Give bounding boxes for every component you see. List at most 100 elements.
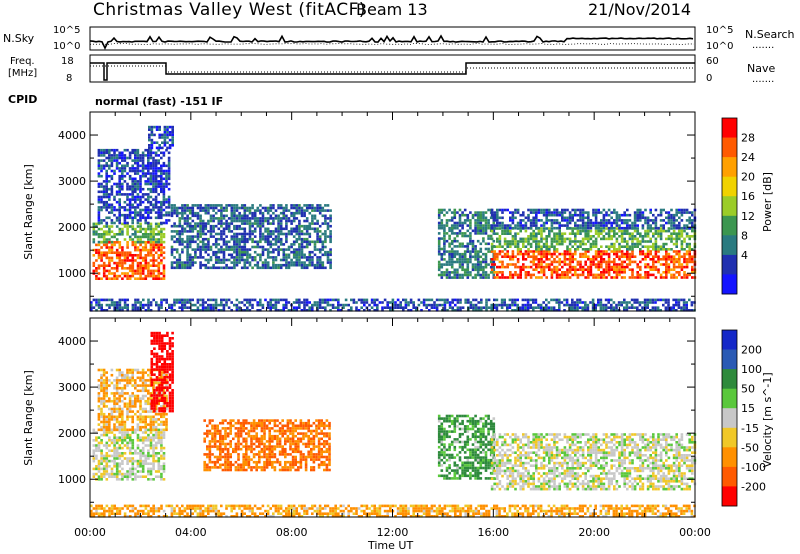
heatmap-cell (659, 258, 663, 261)
heatmap-cell (102, 444, 106, 447)
heatmap-cell (579, 208, 582, 212)
heatmap-cell (440, 237, 444, 240)
heatmap-cell (691, 227, 694, 230)
heatmap-cell (641, 216, 645, 220)
heatmap-cell (152, 182, 155, 186)
heatmap-cell (100, 277, 103, 280)
heatmap-cell (535, 263, 538, 266)
heatmap-cell (308, 306, 311, 309)
heatmap-cell (136, 470, 140, 473)
heatmap-cell (615, 224, 619, 227)
heatmap-cell (592, 211, 595, 214)
heatmap-cell (636, 301, 639, 304)
heatmap-cell (555, 232, 559, 235)
heatmap-cell (620, 271, 624, 274)
heatmap-cell (110, 259, 114, 262)
heatmap-cell (150, 133, 154, 137)
heatmap-cell (136, 193, 140, 196)
heatmap-cell (350, 309, 353, 312)
heatmap-cell (110, 243, 114, 247)
heatmap-cell (243, 222, 247, 225)
heatmap-cell (188, 224, 192, 228)
heatmap-cell (316, 209, 319, 212)
heatmap-cell (476, 265, 480, 269)
heatmap-cell (230, 237, 234, 241)
heatmap-cell (469, 250, 472, 253)
heatmap-cell (618, 224, 621, 227)
heatmap-cell (383, 306, 387, 309)
heatmap-cell (154, 187, 158, 191)
heatmap-cell (558, 306, 561, 309)
heatmap-cell (162, 151, 166, 155)
heatmap-cell (92, 269, 96, 273)
heatmap-cell (139, 272, 142, 275)
heatmap-cell (456, 271, 459, 274)
heatmap-cell (594, 224, 598, 227)
heatmap-cell (324, 245, 327, 249)
heatmap-cell (108, 206, 111, 209)
heatmap-cell (253, 298, 257, 302)
heatmap-cell (519, 271, 522, 274)
heatmap-cell (199, 204, 202, 207)
heatmap-cell (450, 265, 454, 269)
heatmap-cell (573, 309, 577, 312)
heatmap-cell (503, 240, 507, 243)
heatmap-cell (165, 180, 168, 183)
heatmap-cell (581, 252, 585, 256)
heatmap-cell (222, 250, 226, 254)
heatmap-cell (131, 462, 135, 465)
heatmap-cell (662, 219, 665, 222)
heatmap-cell (157, 306, 161, 309)
heatmap-cell (516, 298, 519, 302)
heatmap-cell (584, 235, 587, 238)
heatmap-cell (472, 306, 475, 309)
heatmap-cell (484, 247, 488, 251)
heatmap-cell (482, 224, 485, 227)
heatmap-cell (157, 272, 161, 275)
heatmap-cell (404, 301, 408, 304)
heatmap-cell (131, 256, 135, 260)
heatmap-cell (537, 260, 541, 264)
heatmap-cell (238, 256, 241, 259)
heatmap-cell (139, 227, 142, 231)
heatmap-cell (311, 258, 314, 262)
heatmap-cell (264, 248, 267, 251)
heatmap-cell (511, 298, 514, 302)
heatmap-cell (545, 242, 548, 246)
heatmap-cell (126, 475, 129, 478)
heatmap-cell (97, 208, 101, 212)
heatmap-cell (128, 156, 132, 160)
heatmap-cell (295, 227, 299, 231)
heatmap-cell (675, 276, 678, 279)
heatmap-cell (688, 250, 691, 253)
heatmap-cell (181, 211, 184, 215)
heatmap-cell (100, 246, 103, 249)
heatmap-cell (163, 128, 167, 131)
heatmap-cell (149, 269, 153, 273)
heatmap-cell (550, 242, 554, 246)
heatmap-cell (461, 268, 464, 272)
heatmap-cell (141, 248, 145, 252)
heatmap-cell (118, 264, 122, 267)
heatmap-cell (225, 301, 228, 304)
heatmap-cell (240, 301, 244, 304)
heatmap-cell (519, 248, 522, 251)
heatmap-cell (321, 245, 325, 249)
heatmap-cell (298, 224, 301, 228)
heatmap-cell (115, 269, 119, 273)
heatmap-cell (589, 260, 593, 264)
heatmap-cell (154, 238, 158, 241)
heatmap-cell (581, 309, 584, 312)
heatmap-cell (548, 208, 551, 212)
heatmap-cell (654, 252, 658, 256)
heatmap-cell (136, 298, 140, 302)
heatmap-cell (649, 258, 652, 261)
heatmap-cell (665, 276, 668, 279)
heatmap-cell (607, 265, 611, 269)
heatmap-cell (123, 156, 127, 160)
colorbar-tick-label: 20 (741, 171, 755, 184)
heatmap-cell (108, 230, 111, 233)
heatmap-cell (171, 136, 174, 139)
heatmap-cell (264, 209, 267, 212)
